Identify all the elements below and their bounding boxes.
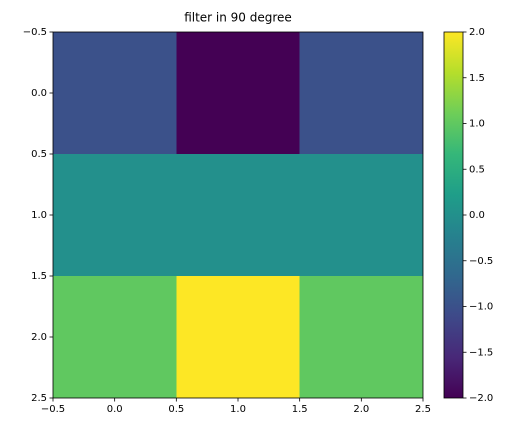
heatmap-cell bbox=[299, 32, 423, 154]
x-tick-label: −0.5 bbox=[41, 404, 65, 415]
colorbar-tick-label: 1.0 bbox=[469, 119, 485, 130]
heatmap-cell bbox=[176, 32, 300, 154]
x-tick-label: 0.5 bbox=[168, 404, 184, 415]
colorbar-tick-label: −1.5 bbox=[469, 347, 493, 358]
y-tick-label: 2.0 bbox=[31, 332, 47, 343]
colorbar-tick-label: 0.5 bbox=[469, 164, 485, 175]
y-tick-label: 2.5 bbox=[31, 393, 47, 404]
x-tick-label: 2.5 bbox=[415, 404, 431, 415]
x-tick-label: 2.0 bbox=[353, 404, 369, 415]
heatmap-cell bbox=[53, 154, 177, 276]
y-tick-label: 1.5 bbox=[31, 271, 47, 282]
colorbar-tick-label: −2.0 bbox=[469, 393, 493, 404]
y-tick-label: 0.0 bbox=[31, 88, 47, 99]
chart-title: filter in 90 degree bbox=[184, 11, 292, 25]
heatmap-cell bbox=[299, 276, 423, 398]
y-tick-label: 1.0 bbox=[31, 210, 47, 221]
colorbar-tick-label: −1.0 bbox=[469, 302, 493, 313]
colorbar-tick-label: 0.0 bbox=[469, 210, 485, 221]
colorbar bbox=[443, 31, 464, 399]
x-tick-label: 1.5 bbox=[292, 404, 308, 415]
colorbar-tick-label: 1.5 bbox=[469, 73, 485, 84]
heatmap-cell bbox=[53, 32, 177, 154]
heatmap-cell bbox=[299, 154, 423, 276]
heatmap-cell bbox=[53, 276, 177, 398]
colorbar-tick-label: −0.5 bbox=[469, 256, 493, 267]
heatmap-cell bbox=[176, 154, 300, 276]
heatmap-cell bbox=[176, 276, 300, 398]
x-tick-label: 1.0 bbox=[230, 404, 246, 415]
x-tick-label: 0.0 bbox=[107, 404, 123, 415]
y-tick-label: 0.5 bbox=[31, 149, 47, 160]
y-tick-label: −0.5 bbox=[23, 27, 47, 38]
colorbar-tick-label: 2.0 bbox=[469, 27, 485, 38]
